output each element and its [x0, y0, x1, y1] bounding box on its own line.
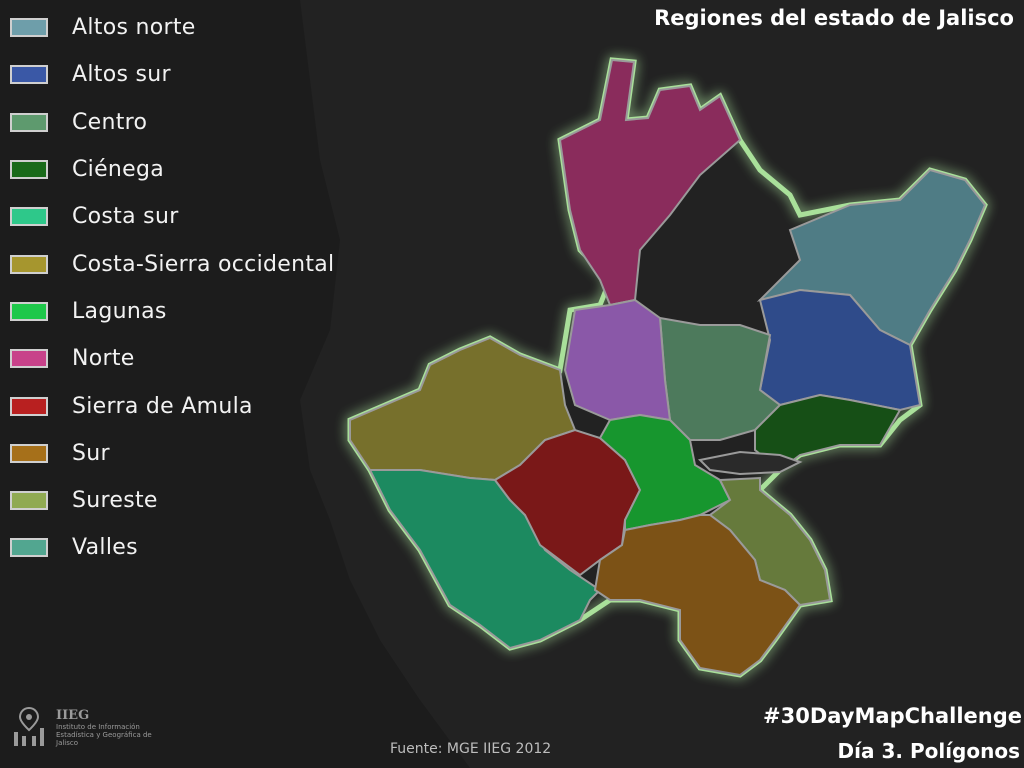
legend-item: Norte — [10, 335, 334, 382]
lake-chapala — [697, 450, 803, 476]
legend-item: Costa-Sierra occidental — [10, 240, 334, 287]
legend-item: Valles — [10, 524, 334, 571]
legend-swatch — [10, 160, 48, 180]
legend-swatch — [10, 538, 48, 558]
legend-swatch — [10, 254, 48, 274]
region-norte — [558, 58, 742, 307]
legend-swatch — [10, 443, 48, 463]
source-note: Fuente: MGE IIEG 2012 — [390, 741, 552, 757]
legend-item: Sureste — [10, 477, 334, 524]
legend-swatch — [10, 301, 48, 321]
legend-label: Altos sur — [72, 62, 171, 88]
legend-item: Centro — [10, 99, 334, 146]
legend-item: Ciénega — [10, 146, 334, 193]
subtitle: Día 3. Polígonos — [837, 739, 1020, 763]
iieg-logo: IIEG Instituto de Información Estadístic… — [12, 706, 166, 748]
region-cienega — [754, 393, 902, 472]
legend-label: Norte — [72, 346, 135, 372]
legend-item: Altos sur — [10, 51, 334, 98]
legend-item: Costa sur — [10, 193, 334, 240]
map-title: Regiones del estado de Jalisco — [654, 6, 1014, 30]
legend-swatch — [10, 112, 48, 132]
logo-acronym: IIEG — [56, 707, 90, 723]
legend-swatch — [10, 396, 48, 416]
legend-swatch — [10, 18, 48, 38]
legend-label: Costa-Sierra occidental — [72, 251, 335, 277]
legend-label: Sierra de Amula — [72, 393, 253, 419]
region-lagunas — [598, 413, 732, 532]
legend-label: Sureste — [72, 488, 158, 514]
legend-label: Altos norte — [72, 15, 196, 41]
legend-item: Sur — [10, 430, 334, 477]
legend-label: Lagunas — [72, 298, 167, 324]
legend-label: Costa sur — [72, 204, 179, 230]
hashtag: #30DayMapChallenge — [763, 704, 1022, 728]
legend-label: Valles — [72, 535, 138, 561]
legend-swatch — [10, 65, 48, 85]
region-costa-sur — [368, 469, 602, 650]
legend-swatch — [10, 349, 48, 369]
logo-institute-name: Instituto de Información Estadística y G… — [56, 722, 152, 747]
legend-item: Sierra de Amula — [10, 382, 334, 429]
legend: Altos norte Altos sur Centro Ciénega Cos… — [10, 4, 334, 572]
region-valles — [563, 298, 672, 422]
legend-swatch — [10, 491, 48, 511]
legend-swatch — [10, 207, 48, 227]
legend-label: Ciénega — [72, 157, 165, 183]
legend-item: Altos norte — [10, 4, 334, 51]
legend-label: Centro — [72, 109, 148, 135]
legend-label: Sur — [72, 440, 110, 466]
location-pin-icon — [14, 706, 44, 746]
legend-item: Lagunas — [10, 288, 334, 335]
region-sur — [593, 514, 802, 677]
